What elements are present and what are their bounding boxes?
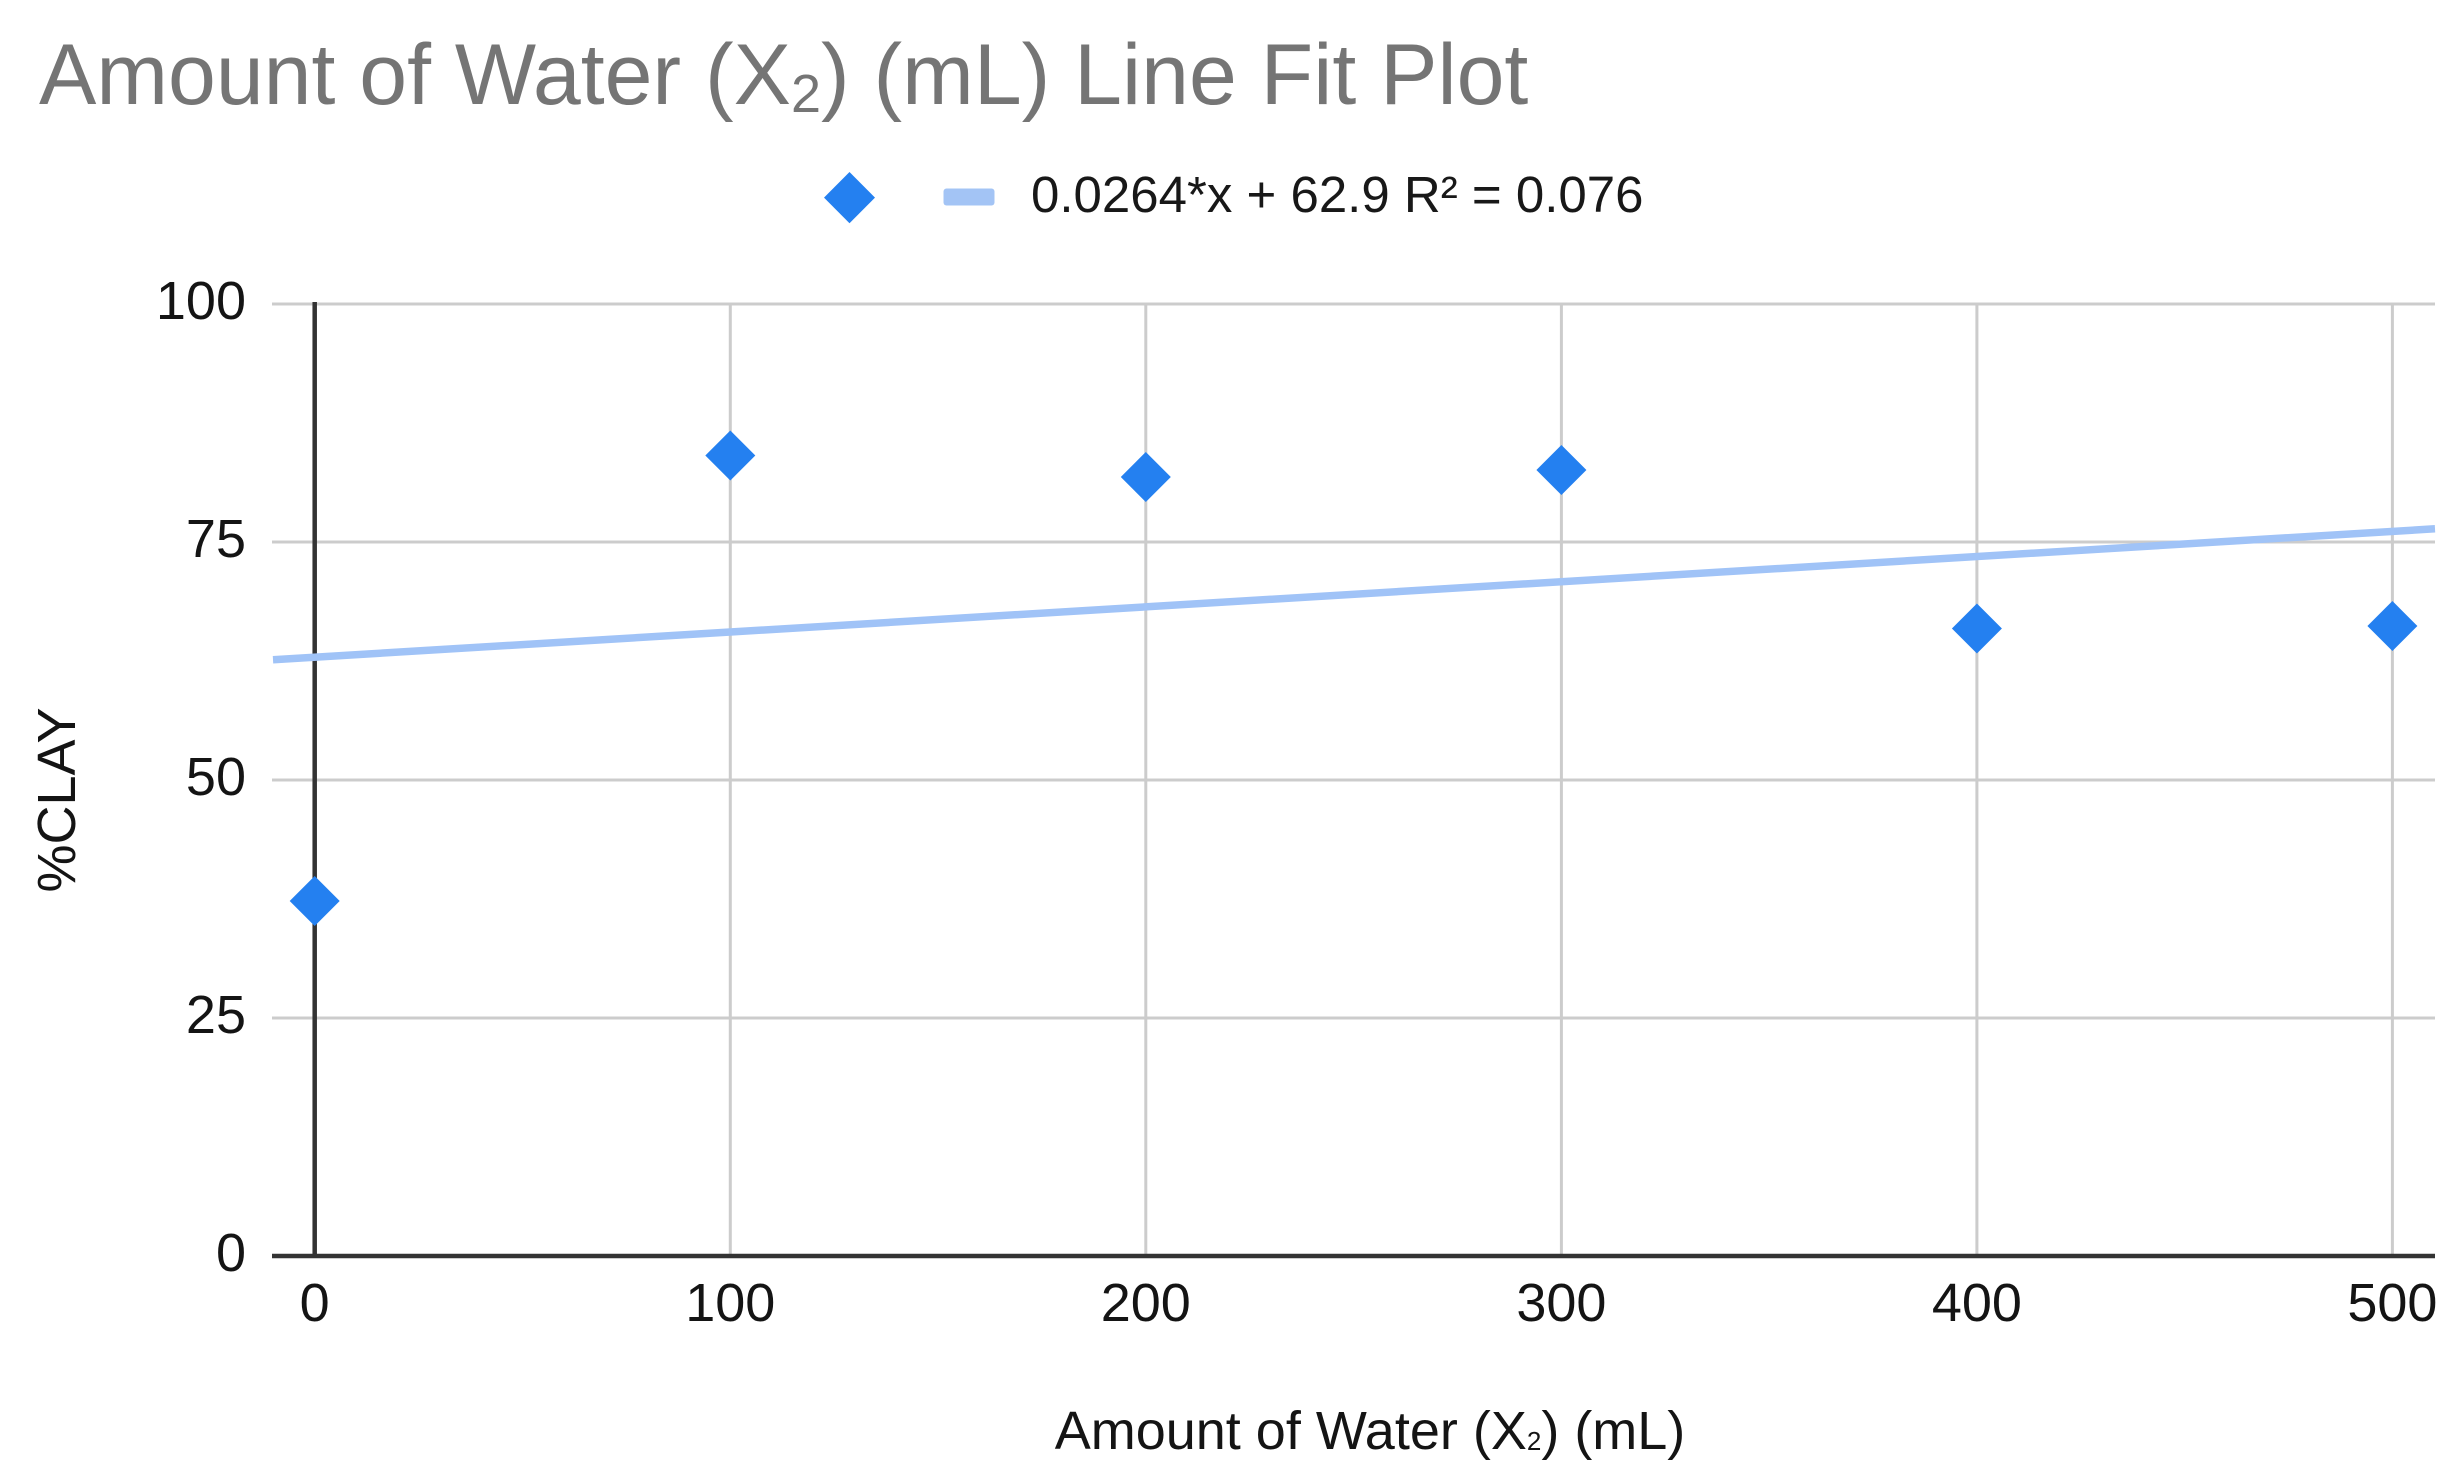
svg-text:Amount of Water (X2) (mL) Line: Amount of Water (X2) (mL) Line Fit Plot [39, 27, 1528, 124]
svg-text:Amount of Water (X2) (mL): Amount of Water (X2) (mL) [1055, 1401, 1686, 1461]
svg-text:300: 300 [1516, 1273, 1606, 1333]
svg-text:400: 400 [1932, 1273, 2022, 1333]
svg-text:0.0264*x + 62.9 R² = 0.076: 0.0264*x + 62.9 R² = 0.076 [1031, 166, 1643, 223]
svg-text:100: 100 [685, 1273, 775, 1333]
svg-text:200: 200 [1101, 1273, 1191, 1333]
svg-text:0: 0 [216, 1223, 246, 1283]
svg-text:75: 75 [186, 509, 246, 569]
svg-text:%CLAY: %CLAY [27, 707, 87, 892]
svg-text:0: 0 [300, 1273, 330, 1333]
svg-text:500: 500 [2347, 1273, 2437, 1333]
svg-text:100: 100 [156, 271, 246, 331]
svg-text:50: 50 [186, 747, 246, 807]
svg-text:25: 25 [186, 985, 246, 1045]
